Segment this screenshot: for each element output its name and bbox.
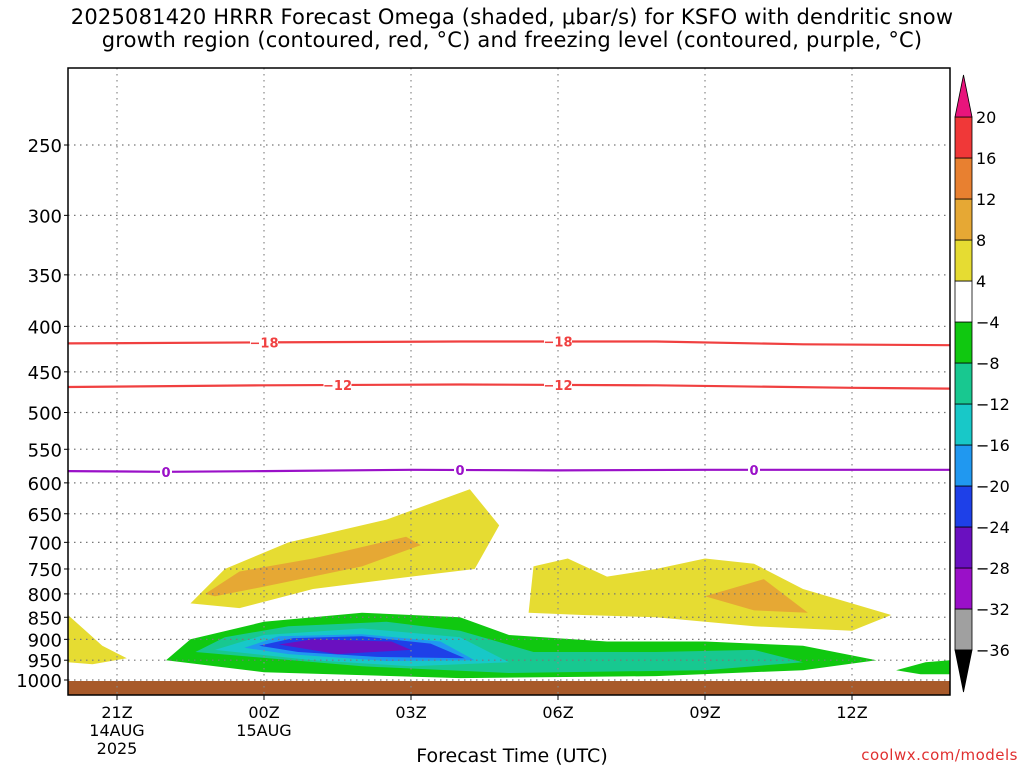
colorbar-label-11: −28 (976, 559, 1010, 578)
colorbar-segment-11 (954, 157, 973, 200)
y-tick-label-400: 400 (28, 317, 62, 338)
chart-title: 2025081420 HRRR Forecast Omega (shaded, … (0, 6, 1024, 52)
colorbar-segment-6 (954, 362, 973, 405)
x-tick-label-03Z: 03Z (395, 703, 426, 722)
omega-region-11 (896, 660, 950, 675)
colorbar-label-5: −4 (976, 313, 1000, 332)
colorbar-label-4: 4 (976, 272, 986, 291)
dendritic-label-1-1: −12 (544, 379, 573, 394)
x-axis-title: Forecast Time (UTC) (416, 745, 608, 767)
colorbar-label-0: 20 (976, 108, 996, 127)
colorbar-segment-12 (954, 116, 973, 159)
y-tick-label-800: 800 (28, 585, 62, 606)
y-tick-label-300: 300 (28, 206, 62, 227)
x-tick-label-12Z: 12Z (836, 703, 867, 722)
dendritic-label-1-1-bg (544, 377, 572, 392)
x-tick-label-21Z: 21Z (101, 703, 132, 722)
chart-contours: −18 −18 −12 −12 0 0 0 (67, 334, 951, 481)
colorbar-segment-9 (954, 239, 973, 282)
terrain-fill (68, 681, 950, 695)
freezing-level-contour-0 (67, 468, 950, 473)
colorbar-segment-10 (954, 198, 973, 241)
credit-text: coolwx.com/models (861, 746, 1018, 764)
colorbar: 20 16 12 8 4 −4 −8 −12 −16 −20 −24 −28 −32 −36 (954, 74, 1010, 693)
dendritic-contour-0 (67, 340, 951, 347)
colorbar-segment-0 (954, 608, 973, 651)
y-tick-label-750: 750 (28, 560, 62, 581)
chart-title-line2: growth region (contoured, red, °C) and f… (101, 28, 923, 52)
dendritic-label-1-0: −12 (323, 379, 352, 394)
colorbar-arrow-high (954, 74, 973, 118)
plot-border (67, 67, 951, 696)
dendritic-label-1-0-bg (323, 378, 352, 393)
omega-region-4 (68, 615, 127, 665)
colorbar-arrow-low (954, 649, 973, 693)
freezing-label-0-0-bg (160, 464, 172, 479)
y-tick-label-550: 550 (28, 440, 62, 461)
y-tick-label-700: 700 (28, 533, 62, 554)
colorbar-label-7: −12 (976, 395, 1010, 414)
x-tick-label-00Z: 00Z (248, 703, 279, 722)
dendritic-label-0-0: −18 (250, 336, 279, 351)
freezing-label-0-1-bg (454, 463, 466, 478)
colorbar-label-1: 16 (976, 149, 996, 168)
x-tick-label-09Z: 09Z (689, 703, 720, 722)
freezing-label-0-0: 0 (161, 466, 170, 481)
y-tick-label-900: 900 (28, 630, 62, 651)
chart-title-line1: 2025081420 HRRR Forecast Omega (shaded, … (70, 5, 954, 29)
colorbar-segment-7 (954, 321, 973, 364)
colorbar-label-2: 12 (976, 190, 996, 209)
colorbar-segment-3 (954, 485, 973, 528)
dendritic-label-0-0-bg (250, 335, 278, 350)
y-tick-label-850: 850 (28, 608, 62, 629)
omega-region-1 (205, 536, 421, 597)
y-tick-label-500: 500 (28, 404, 62, 425)
freezing-label-0-2-bg (748, 462, 760, 477)
colorbar-label-6: −8 (976, 354, 1000, 373)
y-tick-label-650: 650 (28, 505, 62, 526)
colorbar-label-10: −24 (976, 518, 1010, 537)
colorbar-label-12: −32 (976, 600, 1010, 619)
colorbar-label-9: −20 (976, 477, 1010, 496)
dendritic-contour-1 (67, 383, 951, 390)
y-tick-label-350: 350 (28, 266, 62, 287)
colorbar-segment-2 (954, 526, 973, 569)
colorbar-label-3: 8 (976, 231, 986, 250)
freezing-label-0-2: 0 (749, 464, 758, 479)
dendritic-label-0-1: −18 (544, 336, 573, 351)
y-tick-label-950: 950 (28, 651, 62, 672)
y-tick-label-600: 600 (28, 474, 62, 495)
omega-region-10 (278, 639, 411, 655)
terrain-band (68, 681, 950, 695)
colorbar-segment-1 (954, 567, 973, 610)
omega-shading (68, 489, 950, 679)
colorbar-segment-5 (954, 403, 973, 446)
colorbar-label-13: −36 (976, 641, 1010, 660)
colorbar-segment-8 (954, 280, 973, 323)
y-tick-label-250: 250 (28, 136, 62, 157)
chart-grid (68, 68, 950, 695)
colorbar-segment-4 (954, 444, 973, 487)
y-tick-label-1000: 1000 (16, 671, 62, 692)
x-tick-year-21Z: 2025 (97, 739, 138, 758)
y-tick-label-450: 450 (28, 363, 62, 384)
colorbar-label-8: −16 (976, 436, 1010, 455)
y-axis-ticks: 2503003504004505005506006507007508008509… (16, 136, 68, 692)
x-tick-date-21Z: 14AUG (89, 721, 144, 740)
plot-frame (67, 67, 951, 696)
x-tick-date-00Z: 15AUG (236, 721, 291, 740)
omega-region-3 (705, 579, 808, 613)
omega-region-2 (528, 558, 892, 631)
dendritic-label-0-1-bg (544, 334, 572, 349)
freezing-label-0-1: 0 (455, 464, 464, 479)
x-tick-label-06Z: 06Z (542, 703, 573, 722)
